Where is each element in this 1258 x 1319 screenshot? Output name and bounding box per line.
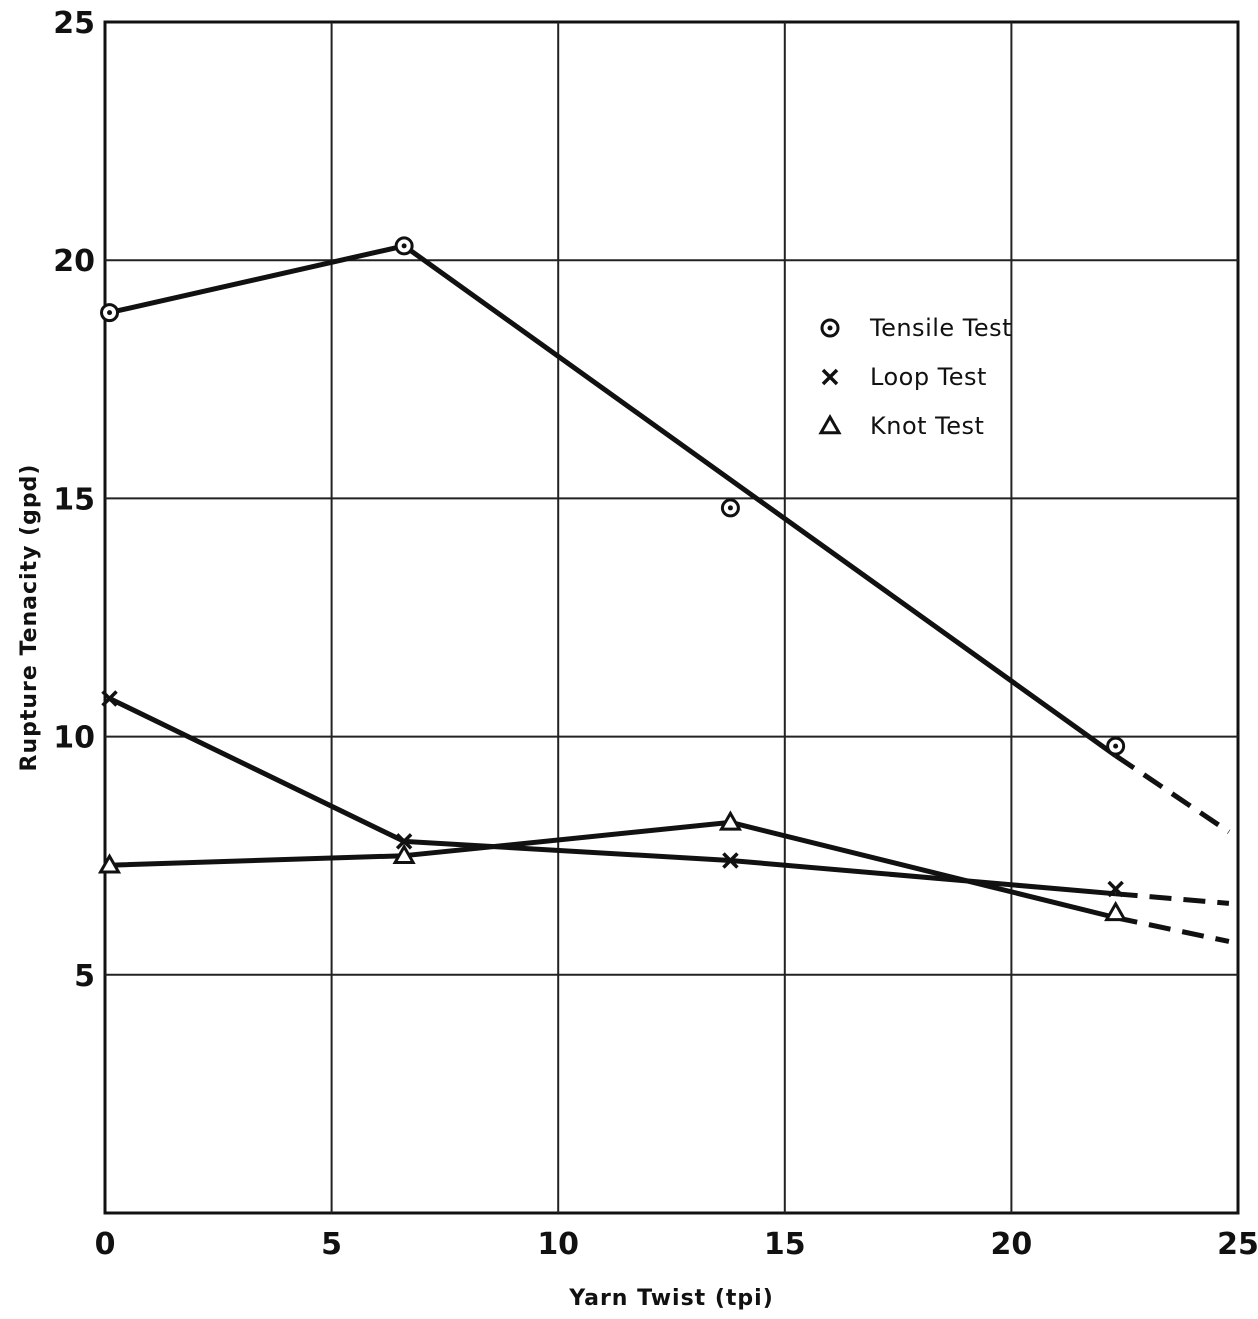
tensile-extrapolation-line: [1114, 753, 1231, 834]
x-tick-label: 20: [991, 1227, 1033, 1262]
loop-marker: [1107, 880, 1124, 898]
tensile-marker-dot: [401, 243, 407, 249]
loop-series-line: [108, 696, 1116, 897]
tensile-marker-dot: [827, 325, 833, 331]
knot-marker: [818, 413, 842, 435]
x-tick-label: 0: [95, 1227, 116, 1262]
x-tick-label: 10: [537, 1227, 579, 1262]
y-tick-label: 20: [53, 244, 95, 279]
loop-marker: [821, 368, 839, 386]
knot-marker: [392, 843, 416, 864]
loop-marker: [395, 833, 413, 850]
x-axis-title: Yarn Twist (tpi): [568, 1286, 774, 1311]
x-tick-label: 5: [321, 1227, 342, 1262]
tensile-marker-dot: [1113, 743, 1119, 749]
knot-marker: [97, 853, 122, 874]
knot-marker: [1104, 900, 1128, 922]
loop-extrapolation-line: [1115, 891, 1230, 906]
y-tick-label: 10: [53, 721, 95, 756]
loop-marker: [101, 690, 118, 707]
legend-label-knot: Knot Test: [870, 412, 984, 440]
y-axis-title: Rupture Tenacity (gpd): [17, 464, 42, 772]
plot-frame: [103, 20, 1240, 1215]
x-tick-label: 25: [1217, 1227, 1258, 1262]
tensile-marker-dot: [727, 505, 733, 511]
tensile-marker-dot: [107, 310, 113, 316]
y-tick-label: 5: [74, 959, 95, 994]
x-tick-label: 15: [764, 1227, 806, 1262]
loop-marker: [722, 852, 739, 869]
legend-label-tensile: Tensile Test: [869, 314, 1012, 342]
knot-extrapolation-line: [1115, 915, 1230, 944]
legend-label-loop: Loop Test: [870, 363, 987, 391]
y-tick-label: 25: [53, 6, 95, 41]
knot-series-line: [109, 819, 1117, 921]
knot-marker: [718, 810, 743, 831]
y-tick-label: 15: [53, 482, 95, 517]
